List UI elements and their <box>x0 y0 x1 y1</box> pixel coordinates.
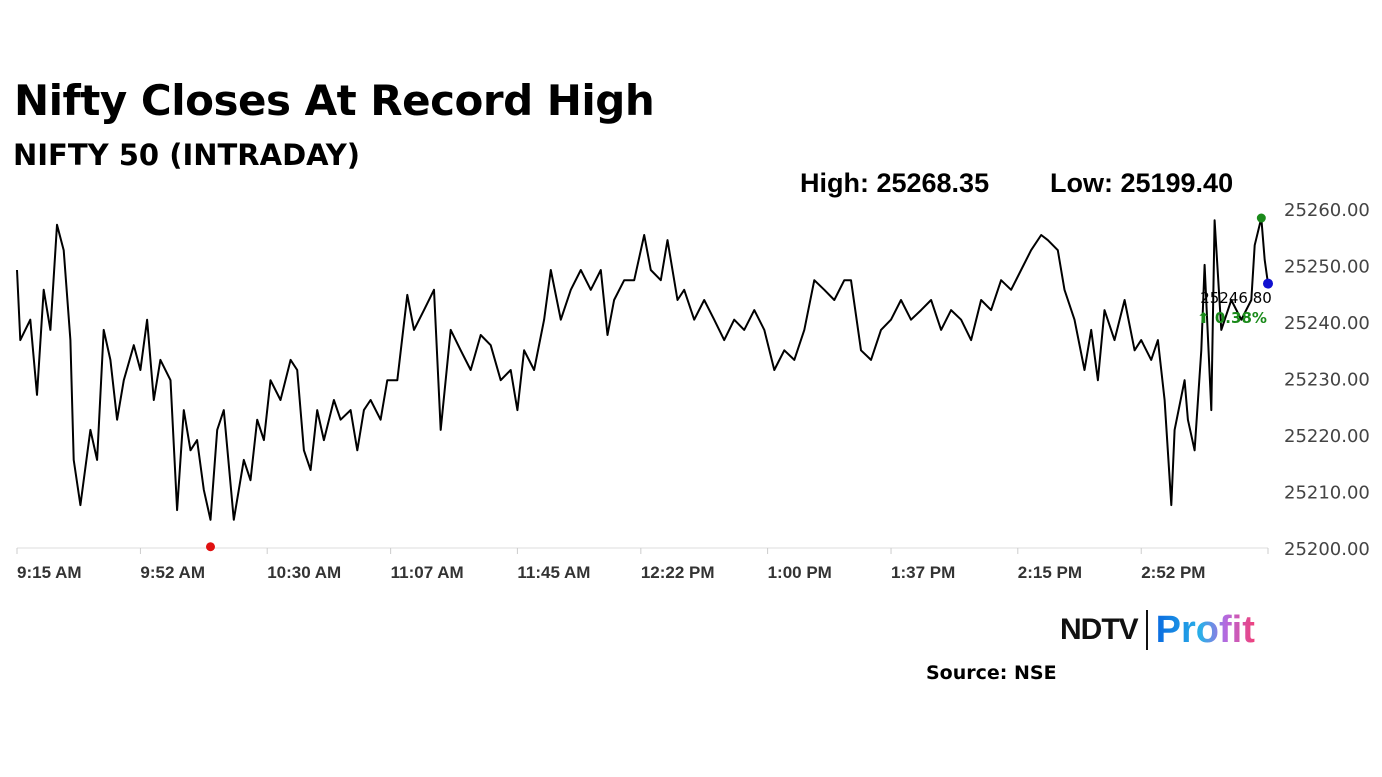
logo-profit: Profit <box>1155 609 1255 651</box>
high-label: High: 25268.35 <box>800 168 990 198</box>
y-tick-label: 25250.00 <box>1284 257 1370 278</box>
high-marker <box>1256 213 1266 223</box>
x-tick-label: 2:52 PM <box>1141 563 1205 582</box>
chart-title: Nifty Closes At Record High <box>14 76 655 125</box>
y-tick-label: 25260.00 <box>1284 200 1370 221</box>
logo-ndtv: NDTV <box>1060 613 1139 646</box>
chart-subtitle: NIFTY 50 (INTRADAY) <box>13 138 361 172</box>
x-tick-label: 1:37 PM <box>891 563 955 582</box>
y-tick-label: 25220.00 <box>1284 426 1370 447</box>
change-label: ⬆ 0.38% <box>1197 309 1267 327</box>
source-note: Source: NSE <box>926 662 1057 684</box>
x-tick-label: 2:15 PM <box>1018 563 1082 582</box>
low-label: Low: 25199.40 <box>1050 168 1234 198</box>
x-tick-label: 10:30 AM <box>267 563 341 582</box>
y-tick-label: 25230.00 <box>1284 370 1370 391</box>
logo-divider <box>1145 610 1148 650</box>
price-line <box>16 217 1269 521</box>
y-tick-label: 25240.00 <box>1284 313 1370 334</box>
x-tick-label: 11:07 AM <box>391 563 464 582</box>
x-tick-label: 12:22 PM <box>641 563 715 582</box>
last-marker <box>1263 278 1273 289</box>
last-value-label: 25246.80 <box>1200 289 1272 307</box>
y-tick-label: 25210.00 <box>1284 483 1370 504</box>
x-tick-label: 1:00 PM <box>768 563 832 582</box>
x-tick-label: 11:45 AM <box>517 563 590 582</box>
low-marker <box>205 542 215 552</box>
x-tick-label: 9:52 AM <box>140 563 205 582</box>
x-tick-label: 9:15 AM <box>17 563 82 582</box>
ndtv-profit-logo: NDTV Profit <box>1060 608 1255 652</box>
y-tick-label: 25200.00 <box>1284 539 1370 560</box>
